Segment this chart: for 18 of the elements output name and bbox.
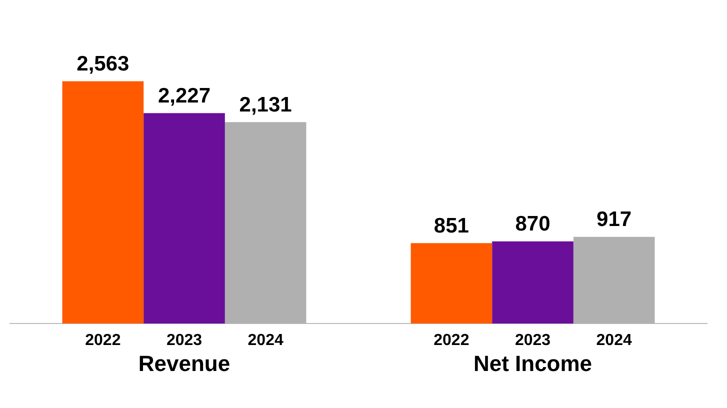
bar (62, 81, 144, 324)
text: 2024 (596, 332, 632, 350)
series-label: 2024 (248, 332, 284, 350)
bar (144, 113, 225, 324)
text: 2022 (434, 332, 470, 350)
bar (492, 241, 574, 324)
data-label: 851 (434, 214, 470, 238)
bar (410, 243, 492, 324)
data-label: 2,131 (239, 93, 292, 116)
x-tick-label: Revenue (138, 350, 230, 376)
data-label: 917 (596, 208, 632, 232)
text: 2023 (514, 332, 551, 350)
series-label: 2023 (166, 332, 202, 350)
data-label: 870 (515, 212, 550, 236)
series-label: 2022 (85, 332, 121, 350)
x-tick-label: Net Income (473, 350, 592, 376)
data-label: 2,563 (76, 52, 130, 76)
data-label: 2,227 (158, 84, 211, 108)
